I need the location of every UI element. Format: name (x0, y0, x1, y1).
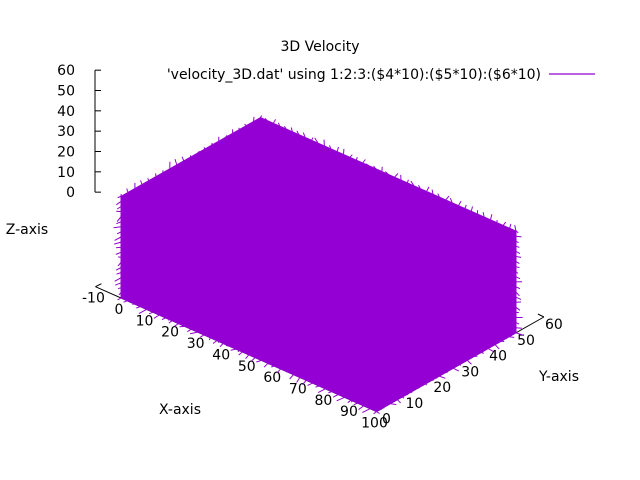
data-layer (113, 115, 524, 415)
z-tick-label: 10 (57, 165, 75, 181)
x-tick-label: 70 (289, 381, 307, 397)
x-tick (95, 283, 102, 288)
z-tick-label: 60 (57, 63, 75, 79)
x-tick-label: 20 (161, 325, 179, 341)
z-tick-label: 30 (57, 124, 75, 140)
series-vectors-right (376, 230, 524, 415)
x-tick-label: 60 (263, 370, 281, 386)
x-tick-label: 50 (238, 359, 256, 375)
y-tick-label: 0 (382, 412, 391, 428)
y-axis-label: Y-axis (538, 369, 579, 385)
x-tick-label: 10 (136, 313, 154, 329)
x-tick-label: 0 (115, 302, 124, 318)
z-tick-label: 50 (57, 84, 75, 100)
z-tick-label: 20 (57, 144, 75, 160)
y-tick-label: 60 (545, 317, 563, 333)
y-tick-label: 30 (461, 364, 479, 380)
z-tick-label: 0 (66, 185, 75, 201)
x-tick-label: 80 (314, 393, 332, 409)
axes-group: -100102030405060708090100010203040506001… (57, 63, 563, 431)
z-tick-label: 40 (57, 104, 75, 120)
x-tick-label: 100 (361, 416, 388, 432)
x-tick-label: 40 (212, 347, 230, 363)
y-tick-label: 40 (489, 349, 507, 365)
legend-label: 'velocity_3D.dat' using 1:2:3:($4*10):($… (167, 67, 541, 83)
y-tick-label: 10 (405, 396, 423, 412)
x-tick-label: -10 (82, 291, 105, 307)
x-axis-label: X-axis (159, 402, 201, 418)
y-tick-label: 50 (517, 333, 535, 349)
z-axis-label: Z-axis (6, 222, 48, 238)
y-tick-label: 20 (433, 380, 451, 396)
x-tick-label: 30 (187, 336, 205, 352)
y-tick (537, 313, 545, 318)
chart-title: 3D Velocity (280, 39, 359, 55)
series-vectors-top (120, 115, 517, 310)
x-tick-label: 90 (340, 404, 358, 420)
series-vectors-left (113, 195, 377, 415)
